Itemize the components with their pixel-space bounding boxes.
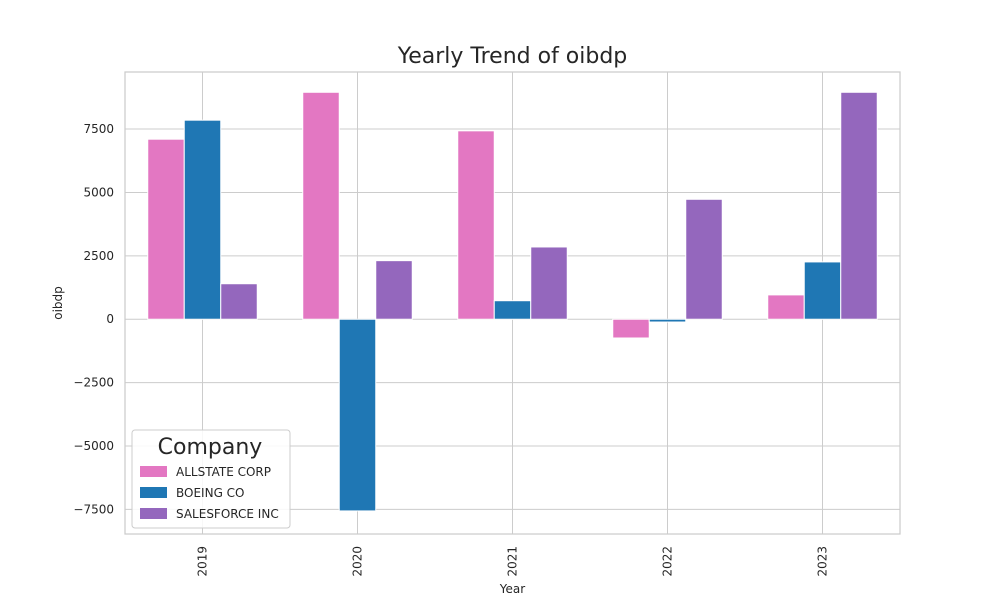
bar-salesforce-inc-2022 (685, 198, 723, 320)
legend-swatch (140, 508, 167, 519)
legend-label: BOEING CO (176, 486, 245, 500)
bar-allstate-corp-2021 (457, 130, 495, 320)
x-tick-label: 2023 (816, 546, 830, 577)
y-tick-label: −5000 (73, 439, 114, 453)
bar-boeing-co-2020 (338, 318, 377, 512)
legend: Company ALLSTATE CORP BOEING CO SALESFORCE… (131, 429, 291, 529)
bars (147, 91, 878, 512)
bar-boeing-co-2023 (803, 261, 842, 320)
bar-boeing-co-2021 (493, 300, 532, 320)
bar-boeing-co-2019 (183, 119, 222, 320)
y-tick-label: 2500 (83, 249, 114, 263)
y-tick-label: −7500 (73, 502, 114, 516)
legend-box (131, 429, 291, 529)
legend-swatch (140, 487, 167, 498)
y-tick-label: −2500 (73, 376, 114, 390)
bar-allstate-corp-2020 (302, 91, 340, 320)
bar-salesforce-inc-2021 (530, 246, 568, 320)
x-tick-label: 2022 (661, 546, 675, 577)
x-tick-label: 2019 (196, 546, 210, 577)
chart-title: Yearly Trend of oibdp (397, 44, 628, 69)
bar-boeing-co-2022 (648, 318, 687, 323)
bar-salesforce-inc-2019 (220, 283, 258, 320)
bar-allstate-corp-2022 (612, 318, 650, 339)
plot-frame (124, 71, 901, 535)
legend-label: ALLSTATE CORP (176, 465, 271, 479)
x-axis-label: Year (499, 582, 525, 596)
x-tick-label: 2021 (506, 546, 520, 577)
bar-allstate-corp-2023 (767, 294, 805, 320)
legend-title: Company (158, 435, 263, 460)
x-tick-label: 2020 (351, 546, 365, 577)
y-tick-labels: −7500 −5000 −2500 0 2500 5000 7500 (73, 122, 114, 516)
y-axis-label: oibdp (51, 286, 65, 320)
legend-label: SALESFORCE INC (176, 507, 279, 521)
legend-entries: ALLSTATE CORP BOEING CO SALESFORCE INC (140, 465, 279, 521)
x-tick-labels: 2019 2020 2021 2022 2023 (196, 546, 830, 577)
bar-allstate-corp-2019 (147, 138, 185, 320)
bar-salesforce-inc-2023 (840, 91, 878, 320)
y-tick-label: 7500 (83, 122, 114, 136)
y-tick-label: 0 (106, 312, 114, 326)
y-tick-label: 5000 (83, 185, 114, 199)
legend-swatch (140, 466, 167, 477)
bar-salesforce-inc-2020 (375, 260, 413, 320)
